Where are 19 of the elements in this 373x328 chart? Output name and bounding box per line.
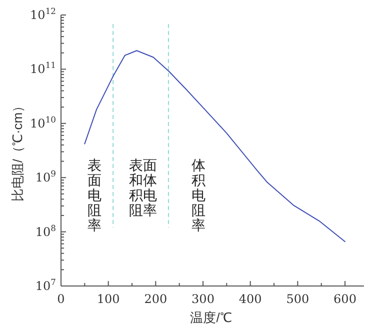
- y-tick-label: 10$^{10}$: [30, 114, 56, 130]
- x-tick-label: 600: [334, 292, 356, 306]
- x-tick-label: 300: [192, 292, 214, 306]
- x-tick-label: 200: [144, 292, 168, 306]
- x-tick-label: 100: [96, 292, 120, 306]
- line-series: [84, 50, 346, 242]
- x-axis-title: 温度/℃: [190, 310, 232, 325]
- x-tick-label: 0: [57, 292, 65, 306]
- annotation: 表面和体积电阻率: [129, 157, 158, 218]
- y-tick-label: 10$^{7}$: [35, 277, 56, 293]
- annotation: 体积电阻率: [191, 157, 206, 233]
- y-tick-label: 10$^{12}$: [30, 6, 56, 22]
- x-tick-label: 500: [286, 292, 310, 306]
- y-tick-label: 10$^{11}$: [30, 60, 56, 76]
- y-tick-label: 10$^{9}$: [35, 168, 56, 185]
- y-tick-label: 10$^{8}$: [35, 222, 56, 239]
- annotation: 表面电阻率: [88, 157, 102, 233]
- y-axis-title: 比电阻/（℃·cm）: [10, 99, 25, 202]
- x-tick-label: 400: [238, 292, 262, 306]
